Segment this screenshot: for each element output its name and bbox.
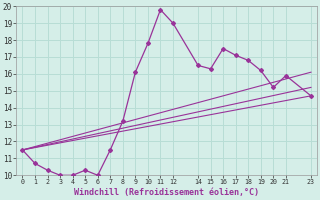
X-axis label: Windchill (Refroidissement éolien,°C): Windchill (Refroidissement éolien,°C) bbox=[74, 188, 259, 197]
